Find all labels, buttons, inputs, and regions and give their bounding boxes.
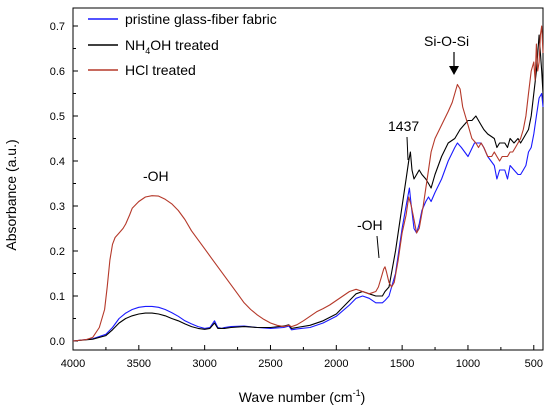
- annotation-si-o-si-arrowhead: [449, 66, 459, 75]
- y-tick-label: 0.7: [50, 21, 65, 33]
- series-line-hcl: [72, 25, 544, 342]
- annotation-oh-small-arrow: [376, 235, 380, 259]
- y-axis-title: Absorbance (a.u.): [3, 139, 19, 250]
- legend-nh4oh-subscript: 4: [145, 46, 150, 56]
- x-tick-label: 1500: [390, 358, 414, 370]
- series-line-nh4oh: [72, 34, 544, 342]
- legend-label-pristine: pristine glass-fiber fabric: [125, 11, 277, 27]
- legend-nh4oh-prefix: NH: [125, 37, 145, 53]
- y-tick-label: 0.1: [50, 291, 65, 303]
- x-tick-label: 4000: [61, 358, 85, 370]
- axes: 4000 3500 3000 2500 2000 1500 1000 500 0.0 0.1 0.2…: [50, 7, 544, 370]
- annotation-oh-small: -OH: [357, 217, 383, 233]
- plot-frame: [72, 7, 544, 351]
- y-tick-label: 0.0: [50, 336, 65, 348]
- x-tick-label: 2000: [324, 358, 348, 370]
- series-line-pristine: [72, 92, 544, 342]
- x-axis-title-main: Wave number (cm: [239, 389, 353, 405]
- y-tick-label: 0.4: [50, 156, 65, 168]
- x-axis-title-end: ): [361, 389, 366, 405]
- annotation-oh-broad: -OH: [143, 168, 169, 184]
- annotation-1437: 1437: [388, 118, 419, 134]
- x-tick-label: 1000: [456, 358, 480, 370]
- annotation-si-o-si: Si-O-Si: [424, 33, 469, 49]
- x-tick-label: 2500: [258, 358, 282, 370]
- annotation-1437-arrow: [406, 136, 409, 161]
- legend-nh4oh-suffix: OH treated: [150, 37, 218, 53]
- x-tick-label: 3000: [192, 358, 216, 370]
- series-lines: [72, 25, 544, 342]
- x-axis-title-superscript: -1: [353, 388, 361, 398]
- y-tick-label: 0.3: [50, 201, 65, 213]
- legend-label-hcl: HCl treated: [125, 62, 196, 78]
- legend-label-nh4oh: NH4OH treated: [125, 37, 219, 56]
- x-tick-label: 500: [525, 358, 543, 370]
- y-tick-label: 0.6: [50, 66, 65, 78]
- y-tick-label: 0.5: [50, 111, 65, 123]
- x-tick-label: 3500: [127, 358, 151, 370]
- x-axis-title: Wave number (cm-1): [239, 388, 366, 405]
- y-tick-label: 0.2: [50, 246, 65, 258]
- legend: pristine glass-fiber fabric NH4OH treate…: [88, 11, 277, 78]
- annotations: -OH -OH 1437 Si-O-Si: [143, 33, 469, 259]
